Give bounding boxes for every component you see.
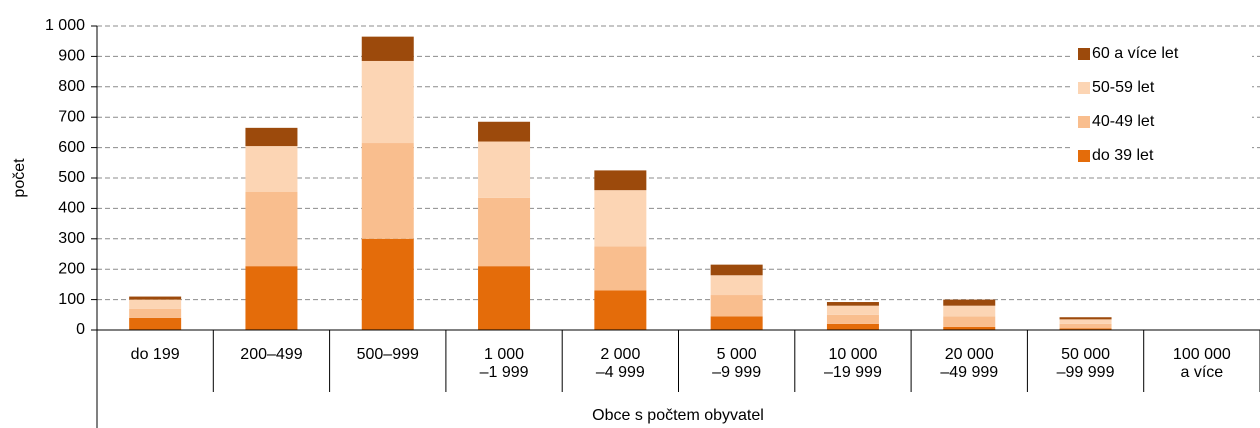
- bar-segment: [361, 60, 414, 144]
- y-tick-label: 400: [58, 200, 85, 217]
- y-tick-label: 1 000: [45, 17, 85, 34]
- legend-swatch: [1078, 116, 1090, 128]
- bar-segment: [245, 146, 298, 192]
- bar-segment: [129, 308, 182, 318]
- bar-segment: [361, 238, 414, 330]
- bar-segment: [594, 170, 647, 191]
- y-tick-label: 800: [58, 78, 85, 95]
- x-tick-label: 500–999: [357, 346, 419, 363]
- bar-segment: [826, 305, 879, 315]
- bar-segment: [826, 302, 879, 306]
- bar-segment: [1059, 319, 1112, 324]
- bar-segment: [1059, 328, 1112, 330]
- legend-swatch: [1078, 150, 1090, 162]
- bar-segment: [1059, 317, 1112, 320]
- legend-label: 40-49 let: [1092, 113, 1155, 130]
- y-tick-label: 600: [58, 139, 85, 156]
- x-tick-label: 100 000 a více: [1173, 346, 1231, 381]
- bar-segment: [594, 246, 647, 291]
- bar-segment: [594, 290, 647, 330]
- legend-label: 50-59 let: [1092, 79, 1155, 96]
- x-tick-label: 5 000 –9 999: [712, 346, 761, 381]
- legend-bg: [1072, 40, 1252, 176]
- bar-segment: [245, 191, 298, 267]
- legend-swatch: [1078, 82, 1090, 94]
- bar-segment: [710, 295, 763, 317]
- bar-segment: [943, 326, 996, 330]
- x-tick-label: do 199: [131, 346, 180, 363]
- x-tick-label: 2 000 –4 999: [596, 346, 645, 381]
- legend-swatch: [1078, 48, 1090, 60]
- bar-segment: [710, 264, 763, 276]
- y-tick-label: 300: [58, 230, 85, 247]
- bar-segment: [943, 299, 996, 306]
- x-tick-label: 10 000 –19 999: [824, 346, 882, 381]
- y-tick-label: 500: [58, 169, 85, 186]
- x-tick-label: 200–499: [240, 346, 302, 363]
- bar-segment: [478, 266, 531, 330]
- bar-segment: [129, 317, 182, 330]
- bar-segment: [361, 143, 414, 239]
- legend-label: 60 a více let: [1092, 45, 1179, 62]
- bar-segment: [245, 266, 298, 330]
- x-tick-label: 20 000 –49 999: [940, 346, 998, 381]
- y-tick-label: 900: [58, 48, 85, 65]
- bar-segment: [943, 316, 996, 327]
- bar-segment: [710, 275, 763, 296]
- bar-segment: [1059, 323, 1112, 329]
- bar-segment: [826, 323, 879, 330]
- bar-segment: [478, 197, 531, 267]
- x-tick-label: 50 000 –99 999: [1057, 346, 1115, 381]
- bar-segment: [129, 299, 182, 309]
- bar-segment: [710, 316, 763, 330]
- y-axis-title: počet: [11, 158, 28, 198]
- bar-segment: [594, 190, 647, 247]
- x-tick-label: 1 000 –1 999: [480, 346, 529, 381]
- y-tick-label: 200: [58, 260, 85, 277]
- bar-segment: [943, 305, 996, 317]
- bar-segment: [245, 127, 298, 147]
- x-axis-title: Obce s počtem obyvatel: [592, 407, 764, 424]
- y-tick-label: 700: [58, 108, 85, 125]
- bar-segment: [361, 36, 414, 61]
- y-tick-label: 0: [76, 321, 85, 338]
- bar-segment: [478, 121, 531, 142]
- bar-segment: [478, 141, 531, 198]
- legend-label: do 39 let: [1092, 147, 1154, 164]
- bar-segment: [129, 296, 182, 300]
- bar-segment: [826, 314, 879, 324]
- y-tick-label: 100: [58, 291, 85, 308]
